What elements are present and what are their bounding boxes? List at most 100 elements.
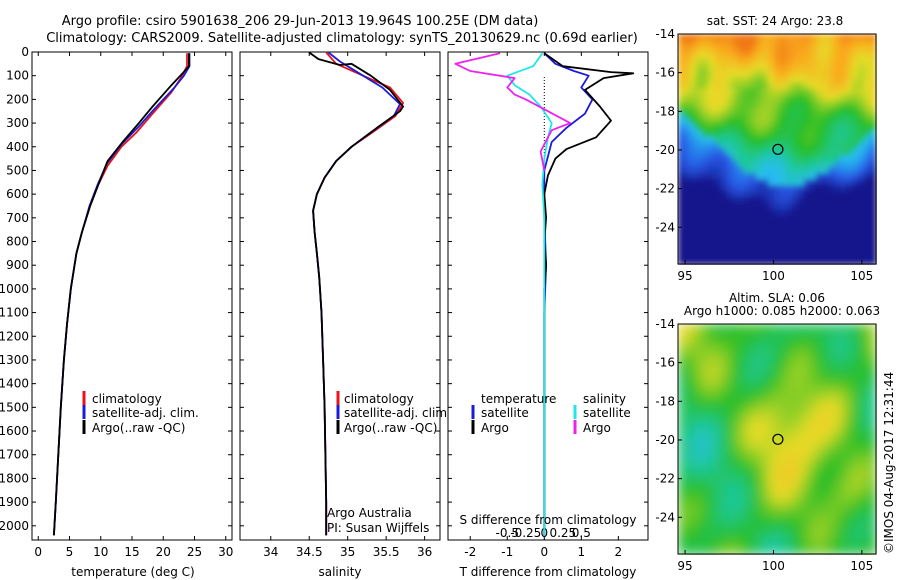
sst-map-cell bbox=[816, 58, 823, 65]
sst-map-cell bbox=[714, 112, 721, 120]
sst-map-cell bbox=[840, 167, 847, 174]
depth-tick-label: 500 bbox=[6, 163, 29, 177]
sla-map-cell bbox=[867, 527, 877, 537]
sst-map-cell bbox=[714, 64, 721, 71]
sst-map-cell bbox=[870, 58, 877, 65]
sla-map-cell bbox=[705, 509, 715, 520]
sst-map-cell bbox=[840, 142, 847, 150]
sst-map-cell bbox=[846, 64, 853, 71]
sst-map-cell bbox=[756, 239, 763, 247]
sla-map-cell bbox=[840, 483, 850, 493]
sst-map-cell bbox=[870, 221, 877, 229]
sst-map-cell bbox=[696, 149, 703, 156]
sst-map-cell bbox=[792, 173, 799, 180]
sst-map-cell bbox=[696, 251, 703, 259]
sst-map-cell bbox=[756, 161, 763, 168]
sla-map-cell bbox=[696, 368, 706, 378]
sst-map-cell bbox=[708, 34, 715, 41]
sst-map-cell bbox=[678, 34, 685, 41]
sla-map-cell bbox=[696, 474, 706, 484]
sst-map-cell bbox=[810, 245, 817, 253]
sst-map-cell bbox=[702, 124, 709, 132]
sst-map-cell bbox=[738, 100, 745, 108]
sla-map-cell bbox=[732, 447, 742, 458]
sst-map-cell bbox=[828, 191, 835, 199]
sla-map-cell bbox=[867, 500, 877, 511]
sst-map-cell bbox=[846, 34, 853, 41]
sst-map-cell bbox=[690, 191, 697, 199]
sla-map-cell bbox=[678, 500, 688, 511]
sst-map-cell bbox=[798, 106, 805, 114]
sla-map-cell bbox=[831, 324, 841, 334]
sst-map-cell bbox=[846, 185, 853, 192]
sst-map-cell bbox=[762, 215, 769, 223]
sst-map-cell bbox=[762, 64, 769, 71]
sst-map-cell bbox=[780, 112, 787, 120]
sst-map-cell bbox=[828, 142, 835, 150]
sst-map-cell bbox=[756, 179, 763, 186]
sla-map-cell bbox=[741, 394, 751, 405]
sst-map-cell bbox=[786, 209, 793, 217]
sla-map-cell bbox=[723, 403, 733, 414]
sla-map-cell bbox=[714, 492, 724, 502]
sst-map-cell bbox=[702, 82, 709, 90]
sst-map-cell bbox=[750, 233, 757, 241]
sla-map-cell bbox=[831, 332, 841, 343]
sst-map-cell bbox=[786, 106, 793, 114]
sla-map-cell bbox=[858, 509, 868, 520]
sst-map-cell bbox=[780, 251, 787, 259]
temperature-xtick-label: 20 bbox=[156, 545, 171, 559]
sst-map-cell bbox=[870, 88, 877, 96]
sla-map-cell bbox=[759, 483, 769, 493]
temperature-xtick-label: 15 bbox=[124, 545, 139, 559]
sst-map-cell bbox=[804, 124, 811, 132]
sla-map-cell bbox=[831, 447, 841, 458]
sst-map-cell bbox=[810, 215, 817, 223]
sla-map-cell bbox=[795, 536, 805, 546]
sla-map-cell bbox=[840, 430, 850, 440]
sst-map-panel: sat. SST: 24 Argo: 23.8 95 100 105-14-16-1… bbox=[655, 14, 877, 283]
sla-map-cell bbox=[813, 492, 823, 502]
sst-map-cell bbox=[822, 215, 829, 223]
sst-map-cell bbox=[816, 239, 823, 247]
sla-map-cell bbox=[687, 368, 697, 378]
sst-map-cell bbox=[732, 124, 739, 132]
sst-map-cell bbox=[774, 185, 781, 192]
sla-map-cell bbox=[822, 456, 832, 467]
sst-map-cell bbox=[774, 149, 781, 156]
sst-map-cell bbox=[726, 136, 733, 144]
sst-map-cell bbox=[684, 124, 691, 132]
sst-map-cell bbox=[798, 88, 805, 96]
sla-map-cell bbox=[723, 439, 733, 449]
sla-map-cell bbox=[822, 324, 832, 334]
sla-map-cell bbox=[732, 332, 742, 343]
sst-map-cell bbox=[774, 124, 781, 132]
sla-map-cell bbox=[732, 456, 742, 467]
sla-map-cell bbox=[741, 332, 751, 343]
sla-map-cell bbox=[741, 474, 751, 484]
sst-map-cell bbox=[858, 124, 865, 132]
sla-map-cell bbox=[849, 350, 859, 360]
sst-map-field bbox=[678, 34, 877, 265]
sla-map-cell bbox=[741, 509, 751, 520]
depth-tick-label: 400 bbox=[6, 140, 29, 154]
sst-map-cell bbox=[792, 197, 799, 205]
sst-map-cell bbox=[810, 257, 817, 265]
sst-map-cell bbox=[804, 209, 811, 217]
sst-map-cell bbox=[744, 155, 751, 162]
depth-tick-label: 1100 bbox=[0, 306, 29, 320]
sst-map-cell bbox=[708, 185, 715, 192]
sst-map-cell bbox=[822, 64, 829, 71]
sst-map-cell bbox=[864, 227, 871, 235]
sla-map-cell bbox=[777, 527, 787, 537]
sst-map-cell bbox=[786, 221, 793, 229]
sst-map-cell bbox=[828, 251, 835, 259]
sst-map-cell bbox=[768, 94, 775, 102]
sst-map-cell bbox=[696, 40, 703, 47]
sst-map-cell bbox=[792, 215, 799, 223]
sst-map-cell bbox=[750, 70, 757, 77]
sst-map-cell bbox=[744, 40, 751, 47]
sst-map-cell bbox=[750, 251, 757, 259]
sst-map-cell bbox=[828, 70, 835, 77]
sla-map-cell bbox=[867, 456, 877, 467]
